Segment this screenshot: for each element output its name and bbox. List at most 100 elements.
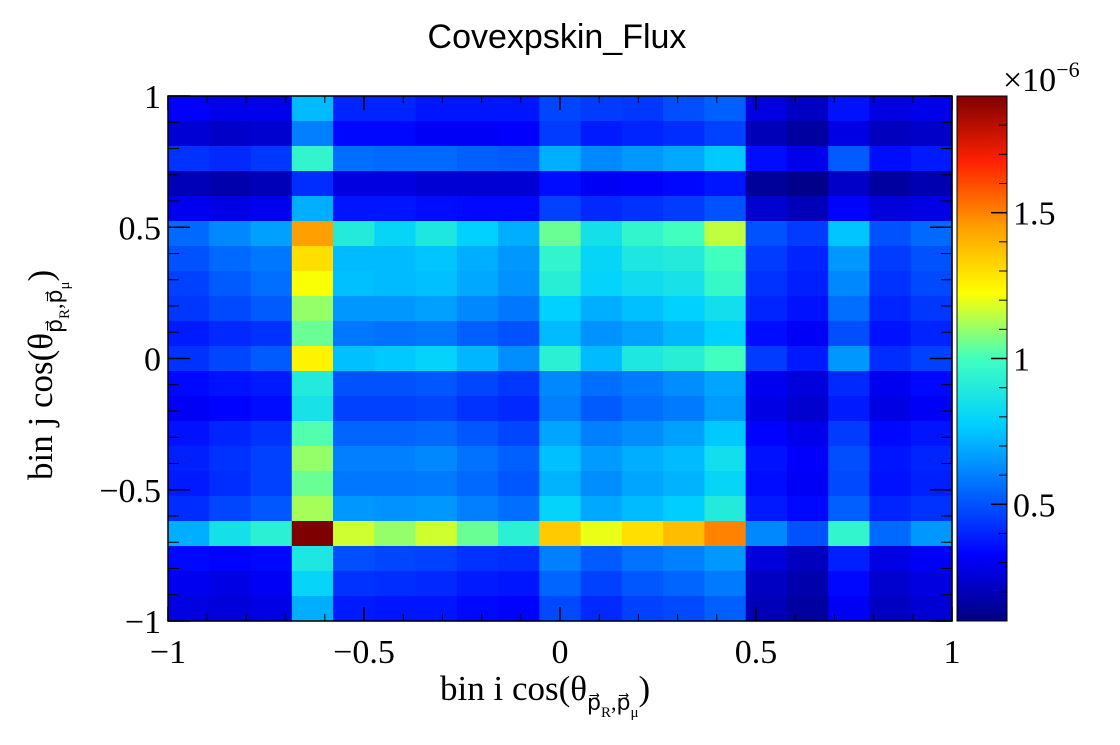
heatmap-cell — [498, 271, 540, 297]
heatmap-cell — [250, 596, 293, 622]
heatmap-cell — [704, 146, 747, 172]
heatmap-cell — [663, 471, 706, 497]
heatmap-cell — [828, 196, 871, 222]
heatmap-cell — [415, 571, 458, 597]
heatmap-cell — [621, 221, 664, 247]
heatmap-cell — [621, 346, 664, 372]
heatmap-cell — [291, 471, 334, 497]
heatmap-cell — [209, 596, 252, 622]
heatmap-cell — [415, 371, 458, 397]
heatmap-cell — [209, 271, 252, 297]
heatmap-cell — [291, 571, 334, 597]
heatmap-cell — [415, 471, 458, 497]
heatmap-cell — [250, 471, 293, 497]
heatmap-cell — [498, 96, 540, 122]
heatmap-cell — [745, 221, 788, 247]
colorbar-tick-label: 1.5 — [1013, 196, 1056, 233]
heatmap-cell — [291, 146, 334, 172]
heatmap-cell — [168, 546, 210, 572]
heatmap-cell — [704, 271, 747, 297]
heatmap-cell — [663, 196, 706, 222]
heatmap-cell — [456, 571, 499, 597]
heatmap-cell — [869, 246, 912, 272]
heatmap-cell — [291, 296, 334, 322]
heatmap-cell — [415, 546, 458, 572]
heatmap-cell — [415, 221, 458, 247]
heatmap-cell — [621, 121, 664, 147]
heatmap-cell — [663, 421, 706, 447]
heatmap-cell — [209, 496, 252, 522]
heatmap-cell — [333, 371, 375, 397]
heatmap-cell — [250, 321, 293, 347]
heatmap-cell — [704, 396, 747, 422]
heatmap-cell — [580, 171, 623, 197]
heatmap-cell — [333, 96, 375, 122]
heatmap-cell — [209, 421, 252, 447]
heatmap-cell — [704, 546, 747, 572]
heatmap-cell — [415, 96, 458, 122]
heatmap-cell — [209, 146, 252, 172]
heatmap-cell — [828, 346, 871, 372]
heatmap-cell — [621, 396, 664, 422]
heatmap-cell — [745, 596, 788, 622]
x-axis-label-main: bin i cos(θ — [440, 669, 587, 708]
heatmap-cell — [168, 321, 210, 347]
heatmap-cell — [415, 321, 458, 347]
heatmap-cell — [580, 496, 623, 522]
heatmap-cell — [745, 421, 788, 447]
heatmap-cell — [786, 471, 829, 497]
heatmap-cell — [168, 496, 210, 522]
heatmap-cell — [209, 571, 252, 597]
heatmap-cell — [250, 121, 293, 147]
heatmap-cell — [168, 146, 210, 172]
heatmap-cell — [539, 496, 582, 522]
y-axis-label-sub: p⃗ — [42, 319, 67, 333]
heatmap-cell — [291, 221, 334, 247]
heatmap-cell — [580, 296, 623, 322]
heatmap-cell — [415, 521, 458, 547]
heatmap-cell — [333, 496, 375, 522]
heatmap-cell — [745, 96, 788, 122]
heatmap-cell — [663, 271, 706, 297]
heatmap-cell — [374, 221, 417, 247]
heatmap-cell — [869, 221, 912, 247]
heatmap-cell — [168, 221, 210, 247]
heatmap-cell — [580, 146, 623, 172]
heatmap-cell — [580, 546, 623, 572]
heatmap-cell — [910, 596, 953, 622]
heatmap-cell — [828, 96, 871, 122]
heatmap-cell — [828, 546, 871, 572]
y-axis-label: bin j cos(θp⃗R,p⃗μ) — [21, 270, 73, 480]
heatmap-cell — [168, 396, 210, 422]
heatmap-cell — [910, 221, 953, 247]
heatmap-cell — [333, 321, 375, 347]
heatmap-cell — [539, 521, 582, 547]
heatmap-cell — [374, 171, 417, 197]
x-axis-ticks: −1 −0.5 0 0.5 1 — [150, 96, 961, 671]
heatmap-cell — [621, 246, 664, 272]
heatmap-cell — [704, 246, 747, 272]
heatmap-cell — [291, 346, 334, 372]
heatmap-cell — [498, 196, 540, 222]
heatmap-cell — [786, 246, 829, 272]
heatmap-cell — [333, 446, 375, 472]
heatmap-cell — [910, 246, 953, 272]
heatmap-cell — [704, 371, 747, 397]
heatmap-cell — [333, 121, 375, 147]
heatmap-cell — [828, 396, 871, 422]
heatmap-cell — [704, 121, 747, 147]
heatmap-cell — [250, 421, 293, 447]
x-tick-label: 0.5 — [735, 634, 778, 671]
y-tick-label: 0.5 — [119, 210, 162, 247]
heatmap-cell — [498, 246, 540, 272]
heatmap-cell — [745, 496, 788, 522]
heatmap-cell — [333, 296, 375, 322]
heatmap-cell — [415, 271, 458, 297]
heatmap-cell — [291, 121, 334, 147]
heatmap-cell — [498, 121, 540, 147]
heatmap-cell — [745, 521, 788, 547]
heatmap-cell — [621, 271, 664, 297]
heatmap-cell — [745, 371, 788, 397]
heatmap-cell — [539, 246, 582, 272]
heatmap-cell — [704, 446, 747, 472]
